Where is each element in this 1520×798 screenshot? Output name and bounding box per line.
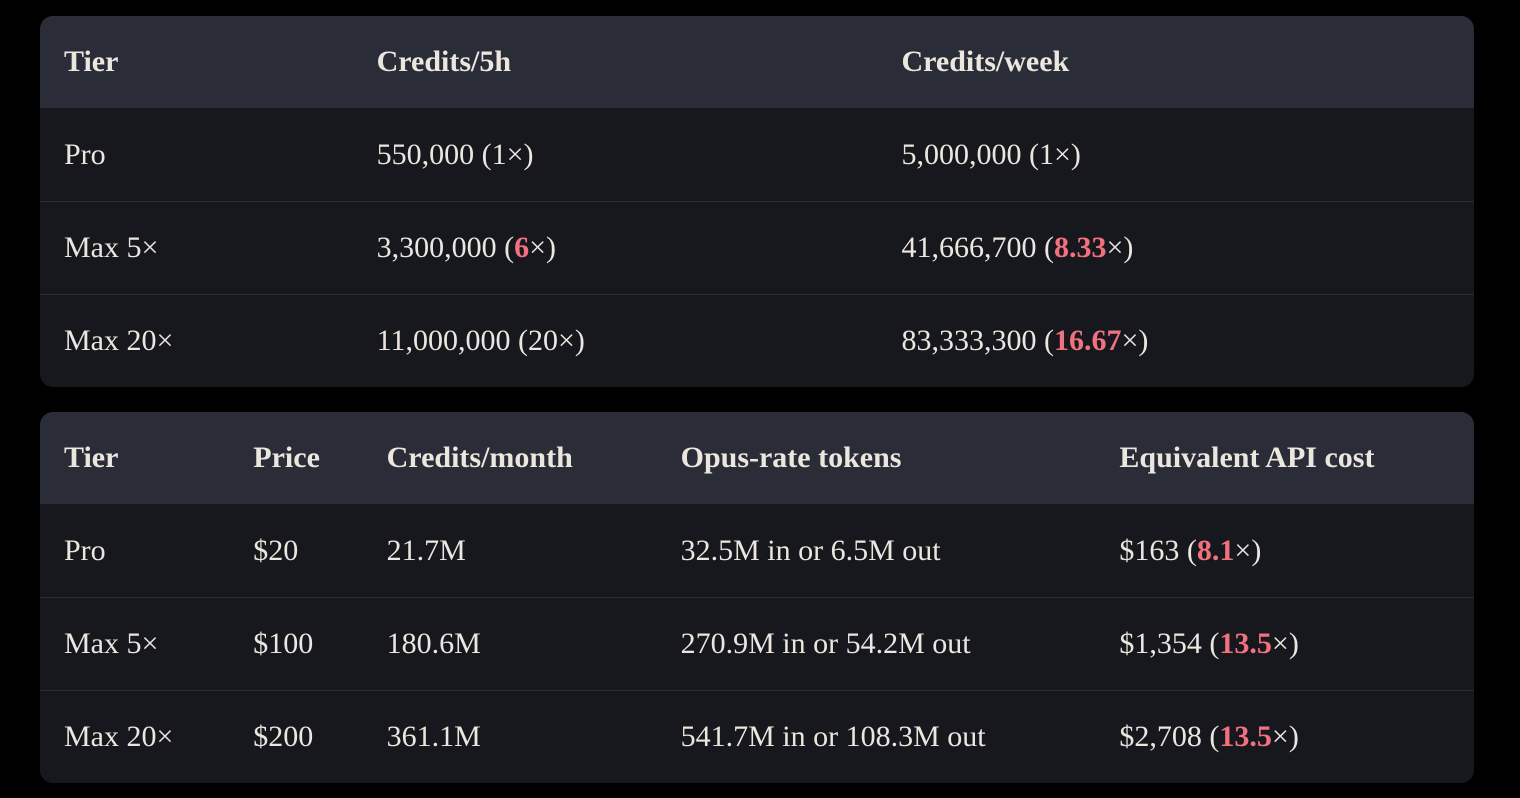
tier-cell: Max 20× [40, 324, 353, 358]
opus-tokens-cell: 32.5M in or 6.5M out [657, 534, 1096, 568]
column-header-equivalent-api-cost: Equivalent API cost [1119, 441, 1375, 474]
credits-month-cell: 21.7M [363, 534, 657, 568]
cell-text: 361.1M [386, 720, 481, 753]
multiplier-highlight: 8.33 [1053, 231, 1107, 264]
tier-cell: Pro [40, 138, 353, 172]
multiplier-highlight: 16.67 [1053, 324, 1122, 357]
cell-text: 5,000,000 (1×) [901, 137, 1081, 171]
cell-text: Pro [64, 533, 106, 567]
cell-text: $2,708 ( [1119, 720, 1220, 753]
cell-text: 11,000,000 (20×) [376, 324, 585, 357]
cell-text: ×) [1271, 627, 1299, 660]
table-row: Max 20× $200 361.1M 541.7M in or 108.3M … [40, 690, 1474, 783]
cell-text: Max 5× [64, 231, 159, 264]
pricing-header-row: Tier Price Credits/month Opus-rate token… [40, 412, 1474, 504]
cell-text: $200 [253, 720, 314, 753]
pricing-value-table: Tier Price Credits/month Opus-rate token… [40, 412, 1474, 783]
credits-week-cell: 5,000,000 (1×) [877, 138, 1474, 172]
cell-text: $163 ( [1119, 533, 1197, 567]
tier-cell: Max 20× [40, 720, 229, 754]
cell-text: 41,666,700 ( [901, 231, 1054, 264]
table-row: Max 5× 3,300,000 (6×) 41,666,700 (8.33×) [40, 201, 1474, 294]
credit-limits-body: Pro 550,000 (1×) 5,000,000 (1×) Max 5× 3… [40, 108, 1474, 387]
table-row: Max 5× $100 180.6M 270.9M in or 54.2M ou… [40, 597, 1474, 690]
credits-month-cell: 361.1M [363, 720, 657, 754]
tier-cell: Max 5× [40, 627, 229, 661]
cell-text: $100 [253, 627, 314, 660]
credits-5h-cell: 550,000 (1×) [353, 138, 878, 172]
column-header-opus-rate-tokens: Opus-rate tokens [680, 441, 902, 474]
cell-text: 550,000 (1×) [376, 137, 534, 171]
price-cell: $200 [229, 720, 362, 754]
api-cost-cell: $2,708 (13.5×) [1095, 720, 1474, 754]
cell-text: $1,354 ( [1119, 627, 1220, 660]
multiplier-highlight: 8.1 [1196, 533, 1235, 567]
cell-text: 180.6M [386, 627, 481, 660]
opus-tokens-cell: 270.9M in or 54.2M out [657, 627, 1096, 661]
column-header-credits-month: Credits/month [386, 441, 573, 474]
opus-tokens-cell: 541.7M in or 108.3M out [657, 720, 1096, 754]
cell-text: ×) [1106, 231, 1134, 264]
table-row: Pro $20 21.7M 32.5M in or 6.5M out $163 … [40, 504, 1474, 597]
table-row: Max 20× 11,000,000 (20×) 83,333,300 (16.… [40, 294, 1474, 387]
column-header-credits-5h: Credits/5h [376, 45, 512, 78]
price-cell: $20 [229, 534, 362, 568]
pricing-body: Pro $20 21.7M 32.5M in or 6.5M out $163 … [40, 504, 1474, 783]
column-header-credits-week: Credits/week [901, 45, 1070, 78]
credit-limits-table: Tier Credits/5h Credits/week Pro 550,000… [40, 16, 1474, 387]
cell-text: Pro [64, 137, 106, 171]
column-header-tier: Tier [64, 441, 119, 474]
cell-text: 32.5M in or 6.5M out [680, 533, 941, 567]
multiplier-highlight: 13.5 [1219, 627, 1272, 660]
column-header-price: Price [253, 441, 320, 474]
multiplier-highlight: 6 [514, 231, 530, 264]
cell-text: 270.9M in or 54.2M out [680, 627, 971, 660]
cell-text: 541.7M in or 108.3M out [680, 720, 986, 753]
credit-limits-header-row: Tier Credits/5h Credits/week [40, 16, 1474, 108]
multiplier-highlight: 13.5 [1219, 720, 1272, 753]
credits-5h-cell: 11,000,000 (20×) [353, 324, 878, 358]
credits-week-cell: 83,333,300 (16.67×) [877, 324, 1474, 358]
cell-text: Max 5× [64, 627, 159, 660]
cell-text: 83,333,300 ( [901, 324, 1054, 357]
tier-cell: Max 5× [40, 231, 353, 265]
api-cost-cell: $1,354 (13.5×) [1095, 627, 1474, 661]
tier-cell: Pro [40, 534, 229, 568]
column-header-tier: Tier [64, 45, 119, 78]
cell-text: Max 20× [64, 720, 174, 753]
cell-text: Max 20× [64, 324, 174, 357]
cell-text: $20 [253, 533, 299, 567]
credits-month-cell: 180.6M [363, 627, 657, 661]
cell-text: 3,300,000 ( [376, 231, 515, 264]
credits-5h-cell: 3,300,000 (6×) [353, 231, 878, 265]
api-cost-cell: $163 (8.1×) [1095, 534, 1474, 568]
cell-text: ×) [1271, 720, 1299, 753]
price-cell: $100 [229, 627, 362, 661]
cell-text: ×) [529, 231, 557, 264]
cell-text: ×) [1121, 324, 1149, 357]
credits-week-cell: 41,666,700 (8.33×) [877, 231, 1474, 265]
table-row: Pro 550,000 (1×) 5,000,000 (1×) [40, 108, 1474, 201]
cell-text: ×) [1234, 533, 1262, 567]
cell-text: 21.7M [386, 533, 466, 567]
